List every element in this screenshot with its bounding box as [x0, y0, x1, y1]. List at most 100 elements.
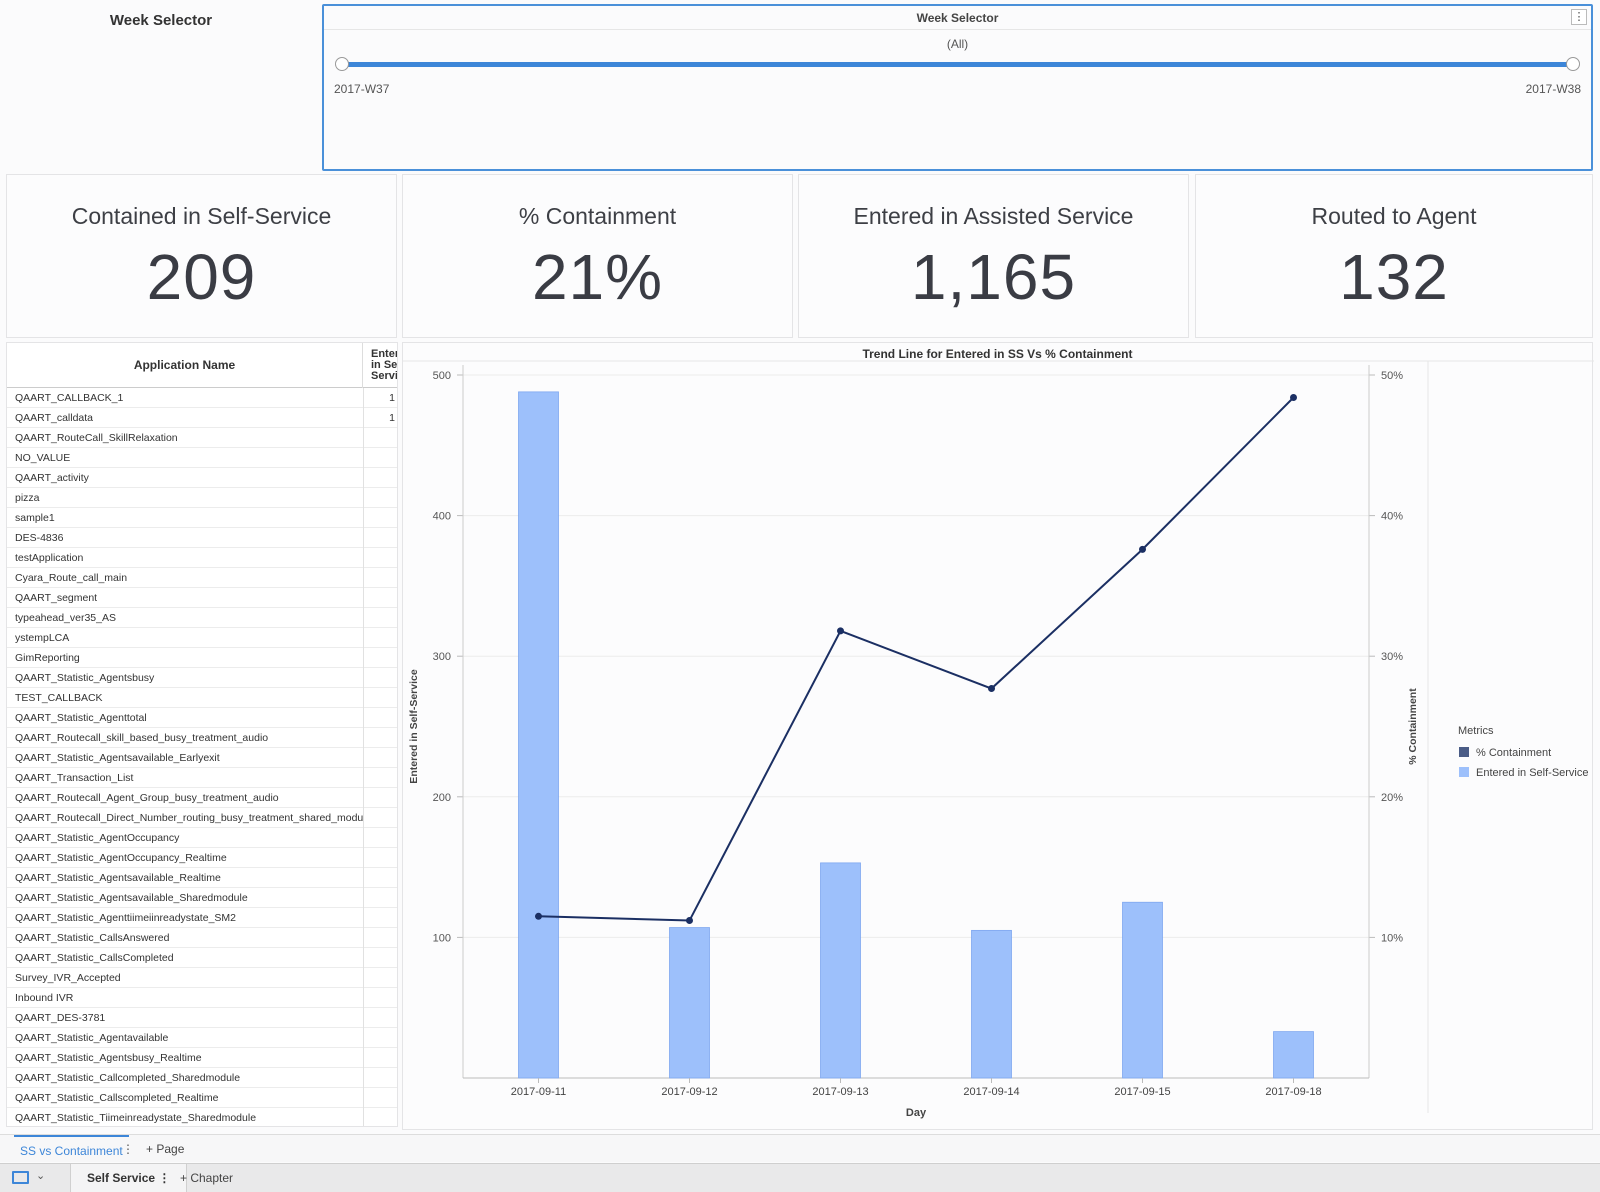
cell-divider: [363, 888, 364, 908]
table-row[interactable]: TEST_CALLBACK: [7, 688, 397, 708]
table-row[interactable]: QAART_Statistic_Tiimeinreadystate_Shared…: [7, 1108, 397, 1126]
chart-title: Trend Line for Entered in SS Vs % Contai…: [862, 347, 1133, 361]
table-row[interactable]: QAART_Statistic_CallsAnswered: [7, 928, 397, 948]
table-row[interactable]: QAART_Statistic_Agentsbusy_Realtime: [7, 1048, 397, 1068]
application-name-cell: QAART_Statistic_CallsCompleted: [15, 952, 174, 964]
cell-divider: [363, 828, 364, 848]
more-options-icon[interactable]: ⋮: [1571, 9, 1587, 25]
add-chapter-button[interactable]: + Chapter: [180, 1171, 234, 1185]
table-row[interactable]: QAART_Statistic_Agenttiimeiinreadystate_…: [7, 908, 397, 928]
application-name-cell: QAART_Routecall_Agent_Group_busy_treatme…: [15, 792, 279, 804]
application-name-cell: QAART_Statistic_Agentsavailable_Realtime: [15, 872, 221, 884]
cell-divider: [363, 1008, 364, 1028]
y2-tick-label: 10%: [1381, 932, 1403, 944]
kpi-label: Contained in Self-Service: [71, 203, 332, 229]
entered-value-cell: 1: [389, 392, 395, 404]
table-row[interactable]: GimReporting: [7, 648, 397, 668]
cell-divider: [363, 1088, 364, 1108]
table-row[interactable]: QAART_Statistic_Agentsbusy: [7, 668, 397, 688]
table-row[interactable]: testApplication: [7, 548, 397, 568]
page-tab-menu-icon[interactable]: ⋮: [122, 1142, 134, 1156]
chevron-down-icon[interactable]: ⌄: [36, 1170, 46, 1182]
table-row[interactable]: QAART_Transaction_List: [7, 768, 397, 788]
table-row[interactable]: Cyara_Route_call_main: [7, 568, 397, 588]
cell-divider: [363, 748, 364, 768]
kpi-label: % Containment: [518, 203, 677, 229]
table-row[interactable]: QAART_Statistic_Callcompleted_Sharedmodu…: [7, 1068, 397, 1088]
cell-divider: [363, 568, 364, 588]
table-row[interactable]: NO_VALUE: [7, 448, 397, 468]
table-row[interactable]: QAART_calldata 1: [7, 408, 397, 428]
table-row[interactable]: QAART_CALLBACK_1 1: [7, 388, 397, 408]
kpi-containment-percent: % Containment 21%: [402, 174, 793, 338]
table-row[interactable]: QAART_segment: [7, 588, 397, 608]
table-row[interactable]: pizza: [7, 488, 397, 508]
table-row[interactable]: DES-4836: [7, 528, 397, 548]
table-row[interactable]: typeahead_ver35_AS: [7, 608, 397, 628]
table-row[interactable]: QAART_Routecall_Direct_Number_routing_bu…: [7, 808, 397, 828]
application-name-cell: QAART_activity: [15, 472, 89, 484]
application-name-cell: QAART_Statistic_AgentOccupancy: [15, 832, 180, 844]
application-name-cell: QAART_Statistic_AgentOccupancy_Realtime: [15, 852, 227, 864]
y2-tick-label: 50%: [1381, 370, 1403, 382]
table-row[interactable]: QAART_Statistic_Agentsavailable_Realtime: [7, 868, 397, 888]
table-row[interactable]: QAART_Statistic_AgentOccupancy_Realtime: [7, 848, 397, 868]
week-range-max-handle[interactable]: [1566, 57, 1580, 71]
application-name-cell: QAART_Statistic_CallsAnswered: [15, 932, 170, 944]
cell-divider: [363, 728, 364, 748]
application-name-cell: QAART_segment: [15, 592, 98, 604]
add-page-button[interactable]: + Page: [146, 1142, 185, 1156]
table-row[interactable]: QAART_Routecall_skill_based_busy_treatme…: [7, 728, 397, 748]
application-name-cell: QAART_Statistic_Tiimeinreadystate_Shared…: [15, 1112, 257, 1124]
bar: [1273, 1031, 1314, 1079]
week-range-track[interactable]: [342, 62, 1573, 67]
tab-ss-vs-containment[interactable]: SS vs Containment: [14, 1135, 129, 1163]
cell-divider: [363, 988, 364, 1008]
application-name-cell: QAART_Statistic_Agentsavailable_Sharedmo…: [15, 892, 248, 904]
week-range-min-handle[interactable]: [335, 57, 349, 71]
application-name-cell: QAART_calldata: [15, 412, 94, 424]
legend-item-label: % Containment: [1476, 747, 1551, 759]
table-row[interactable]: QAART_DES-3781: [7, 1008, 397, 1028]
kpi-entered-assisted-service: Entered in Assisted Service 1,165: [798, 174, 1189, 338]
table-row[interactable]: QAART_Statistic_CallsCompleted: [7, 948, 397, 968]
table-row[interactable]: QAART_Statistic_Agenttotal: [7, 708, 397, 728]
containment-point: [837, 627, 844, 635]
containment-point: [988, 685, 995, 693]
application-name-cell: pizza: [15, 492, 40, 504]
application-name-cell: TEST_CALLBACK: [15, 692, 103, 704]
table-row[interactable]: QAART_Statistic_Agentsavailable_Sharedmo…: [7, 888, 397, 908]
cell-divider: [363, 488, 364, 508]
table-row[interactable]: QAART_Routecall_Agent_Group_busy_treatme…: [7, 788, 397, 808]
application-name-cell: testApplication: [15, 552, 84, 564]
application-name-cell: QAART_Statistic_Agenttiimeiinreadystate_…: [15, 912, 236, 924]
table-row[interactable]: QAART_Statistic_Callscompleted_Realtime: [7, 1088, 397, 1108]
table-row[interactable]: ystempLCA: [7, 628, 397, 648]
application-table: Application Name Enter in Se Servi QAART_C…: [6, 342, 398, 1127]
table-row[interactable]: sample1: [7, 508, 397, 528]
column-header-application-name[interactable]: Application Name: [7, 343, 363, 388]
table-row[interactable]: Survey_IVR_Accepted: [7, 968, 397, 988]
application-name-cell: QAART_Statistic_Agentsavailable_Earlyexi…: [15, 752, 220, 764]
x-tick-label: 2017-09-11: [511, 1086, 566, 1098]
kpi-value: 1,165: [910, 241, 1077, 313]
table-row[interactable]: QAART_activity: [7, 468, 397, 488]
application-name-cell: QAART_CALLBACK_1: [15, 392, 124, 404]
y-tick-label: 200: [433, 792, 451, 804]
bar: [820, 862, 861, 1079]
cell-divider: [363, 588, 364, 608]
table-row[interactable]: QAART_RouteCall_SkillRelaxation: [7, 428, 397, 448]
table-row[interactable]: QAART_Statistic_AgentOccupancy: [7, 828, 397, 848]
column-header-entered[interactable]: Enter in Se Servi: [371, 349, 398, 382]
containment-point: [535, 912, 542, 920]
table-row[interactable]: QAART_Statistic_Agentavailable: [7, 1028, 397, 1048]
table-row[interactable]: QAART_Statistic_Agentsavailable_Earlyexi…: [7, 748, 397, 768]
application-name-cell: QAART_Statistic_Callscompleted_Realtime: [15, 1092, 219, 1104]
y2-tick-label: 30%: [1381, 651, 1403, 663]
cell-divider: [363, 1108, 364, 1126]
cell-divider: [363, 708, 364, 728]
tab-self-service[interactable]: Self Service ⋮: [70, 1164, 188, 1192]
table-row[interactable]: Inbound IVR: [7, 988, 397, 1008]
screen-layout-icon[interactable]: [12, 1171, 29, 1184]
week-selector-panel[interactable]: Week Selector ⋮ (All) 2017-W37 2017-W38: [322, 4, 1593, 171]
